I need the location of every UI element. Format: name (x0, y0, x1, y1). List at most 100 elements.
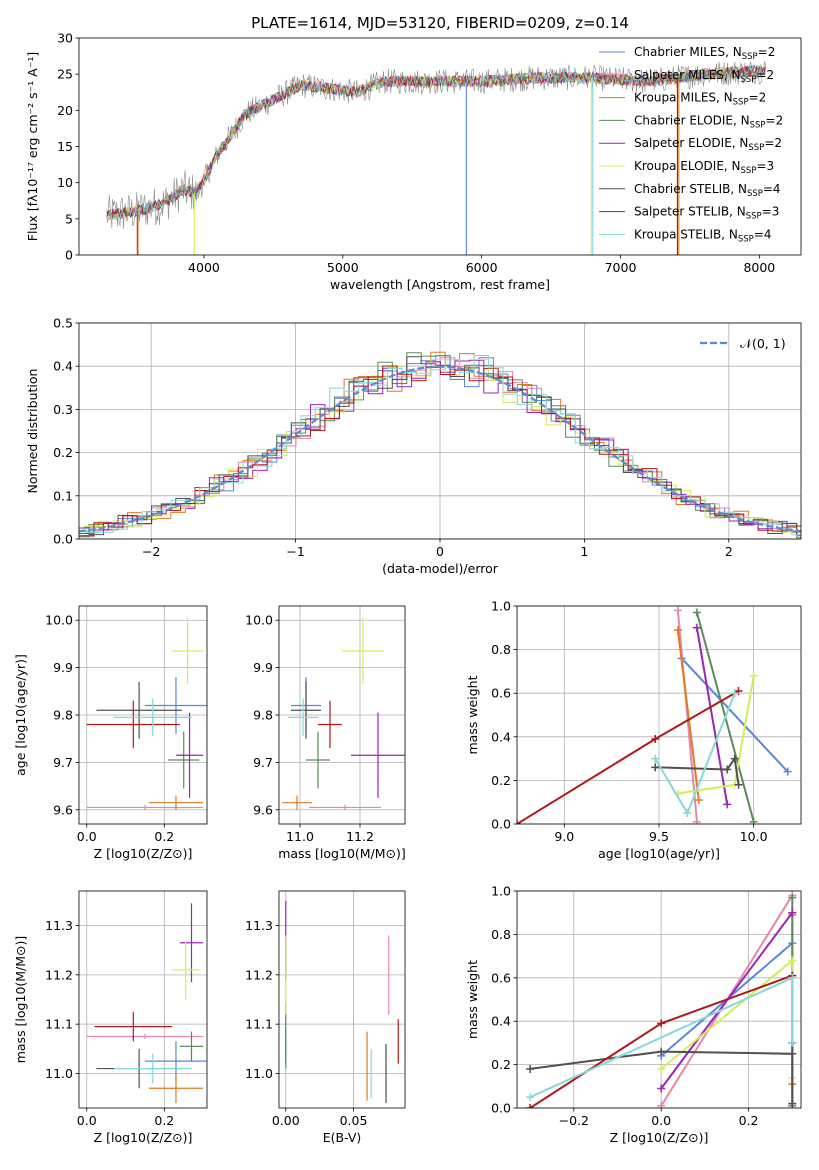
model-spectrum (106, 65, 766, 221)
y-axis-label: mass [log10(M/M⊙)] (13, 936, 28, 1064)
weight-marker (788, 956, 797, 965)
x-tick-label: 0.2 (154, 1113, 174, 1128)
y-tick-label: 0.1 (53, 488, 73, 503)
weight-marker (788, 1099, 797, 1108)
plot-area (282, 617, 405, 810)
y-tick-label: 9.8 (53, 708, 73, 723)
x-tick-label: 2 (725, 544, 733, 559)
x-tick-label: 9.5 (649, 829, 669, 844)
x-tick-label: 0.00 (272, 1113, 300, 1128)
weight-line (680, 657, 789, 773)
axes-frame (278, 890, 406, 1109)
y-tick-label: 10.0 (245, 613, 273, 628)
y-tick-label: 11.2 (245, 967, 273, 982)
y-axis-label: Normed distribution (25, 369, 40, 494)
x-tick-label: 0.2 (154, 829, 174, 844)
weight-marker (788, 1038, 797, 1047)
y-tick-label: 9.6 (253, 802, 273, 817)
weight-marker (783, 767, 792, 776)
y-tick-label: 11.3 (45, 918, 73, 933)
x-axis-label: (data-model)/error (382, 561, 499, 576)
weight-marker (730, 689, 739, 698)
x-tick-label: 4000 (188, 260, 220, 275)
y-tick-label: 9.9 (253, 660, 273, 675)
chart-age-vs-Z: 0.0 0.2 9.6 9.7 9.8 9.9 10.0 Z [log10(Z/Z⊙)] age… (13, 605, 208, 861)
y-tick-label: 0.6 (491, 970, 511, 985)
chart-weight-vs-Z: −0.2 0.0 0.2 0.0 0.2 0.4 0.6 0.8 1.0 Z [log10(Z/Z… (465, 884, 802, 1145)
x-tick-label: 6000 (466, 260, 498, 275)
chart-residuals: −2 −1 0 1 2 0.0 0.1 0.2 0.3 0.4 0.5 (data-model)/er… (25, 316, 802, 576)
y-tick-label: 9.6 (53, 802, 73, 817)
y-tick-label: 11.0 (245, 1066, 273, 1081)
x-axis-label: age [log10(age/yr)] (598, 846, 720, 861)
legend-label: 𝒩(0, 1) (740, 336, 786, 351)
legend: 𝒩(0, 1) (700, 336, 786, 351)
legend-label: Kroupa STELIB, NSSP=4 (634, 227, 772, 244)
y-tick-label: 0.8 (491, 642, 511, 657)
x-axis-label: E(B-V) (323, 1130, 362, 1145)
weight-line (660, 912, 794, 1090)
y-tick-label: 0.5 (53, 316, 73, 331)
y-tick-label: 20 (57, 103, 73, 118)
y-tick-label: 0 (65, 248, 73, 263)
weight-marker (692, 608, 701, 617)
y-tick-label: 0.4 (53, 359, 73, 374)
y-tick-label: 0.8 (491, 927, 511, 942)
weight-marker (657, 1047, 666, 1056)
y-tick-label: 11.1 (45, 1017, 73, 1032)
x-tick-label: −0.2 (559, 1113, 589, 1128)
y-tick-label: 1.0 (491, 884, 511, 899)
plot-area (106, 61, 766, 255)
x-axis-label: wavelength [Angstrom, rest frame] (330, 277, 550, 292)
y-axis-label: age [log10(age/yr)] (13, 654, 28, 776)
y-tick-label: 9.7 (53, 755, 73, 770)
x-tick-label: −2 (142, 544, 160, 559)
plot-area (86, 617, 207, 810)
weight-marker (788, 973, 797, 982)
weight-marker (788, 908, 797, 917)
weight-marker (788, 893, 797, 902)
weight-marker (657, 1064, 666, 1073)
histogram-series (79, 356, 801, 536)
y-tick-label: 9.9 (53, 660, 73, 675)
plot-area (79, 351, 801, 539)
weight-marker (651, 734, 660, 743)
axes-frame (78, 890, 208, 1109)
weight-marker (657, 1084, 666, 1093)
normal-curve (79, 365, 801, 533)
weight-marker (749, 817, 758, 824)
x-tick-label: 9.0 (554, 829, 574, 844)
weight-marker (673, 625, 682, 634)
y-tick-label: 9.8 (253, 708, 273, 723)
legend-label: Chabrier STELIB, NSSP=4 (634, 182, 781, 199)
y-tick-label: 10.0 (45, 613, 73, 628)
y-tick-label: 5 (65, 211, 73, 226)
histogram-series (79, 352, 801, 539)
y-tick-label: 25 (57, 67, 73, 82)
weight-marker (526, 1064, 535, 1073)
y-axis-label: mass weight (465, 960, 480, 1039)
plot-area (86, 903, 207, 1104)
x-axis-label: Z [log10(Z/Z⊙)] (94, 846, 193, 861)
plot-area (517, 606, 792, 824)
x-axis-label: Z [log10(Z/Z⊙)] (610, 1130, 709, 1145)
y-tick-label: 11.2 (45, 967, 73, 982)
legend-label: Salpeter MILES, NSSP=2 (634, 68, 774, 85)
weight-line (517, 690, 739, 824)
weight-line (695, 627, 729, 805)
x-tick-label: 8000 (743, 260, 775, 275)
model-spectrum (106, 65, 766, 221)
legend: Chabrier MILES, NSSP=2 Salpeter MILES, NS… (599, 45, 783, 244)
y-tick-label: 11.3 (245, 918, 273, 933)
x-tick-label: 0.0 (77, 1113, 97, 1128)
weight-marker (651, 754, 660, 763)
legend-label: Salpeter ELODIE, NSSP=2 (634, 136, 782, 153)
histogram-series (79, 365, 801, 537)
histogram-series (84, 351, 801, 533)
legend-label: Salpeter STELIB, NSSP=3 (634, 205, 779, 222)
histogram-series (84, 355, 801, 536)
x-tick-label: 7000 (605, 260, 637, 275)
weight-marker (692, 817, 701, 824)
weight-marker (730, 754, 739, 763)
